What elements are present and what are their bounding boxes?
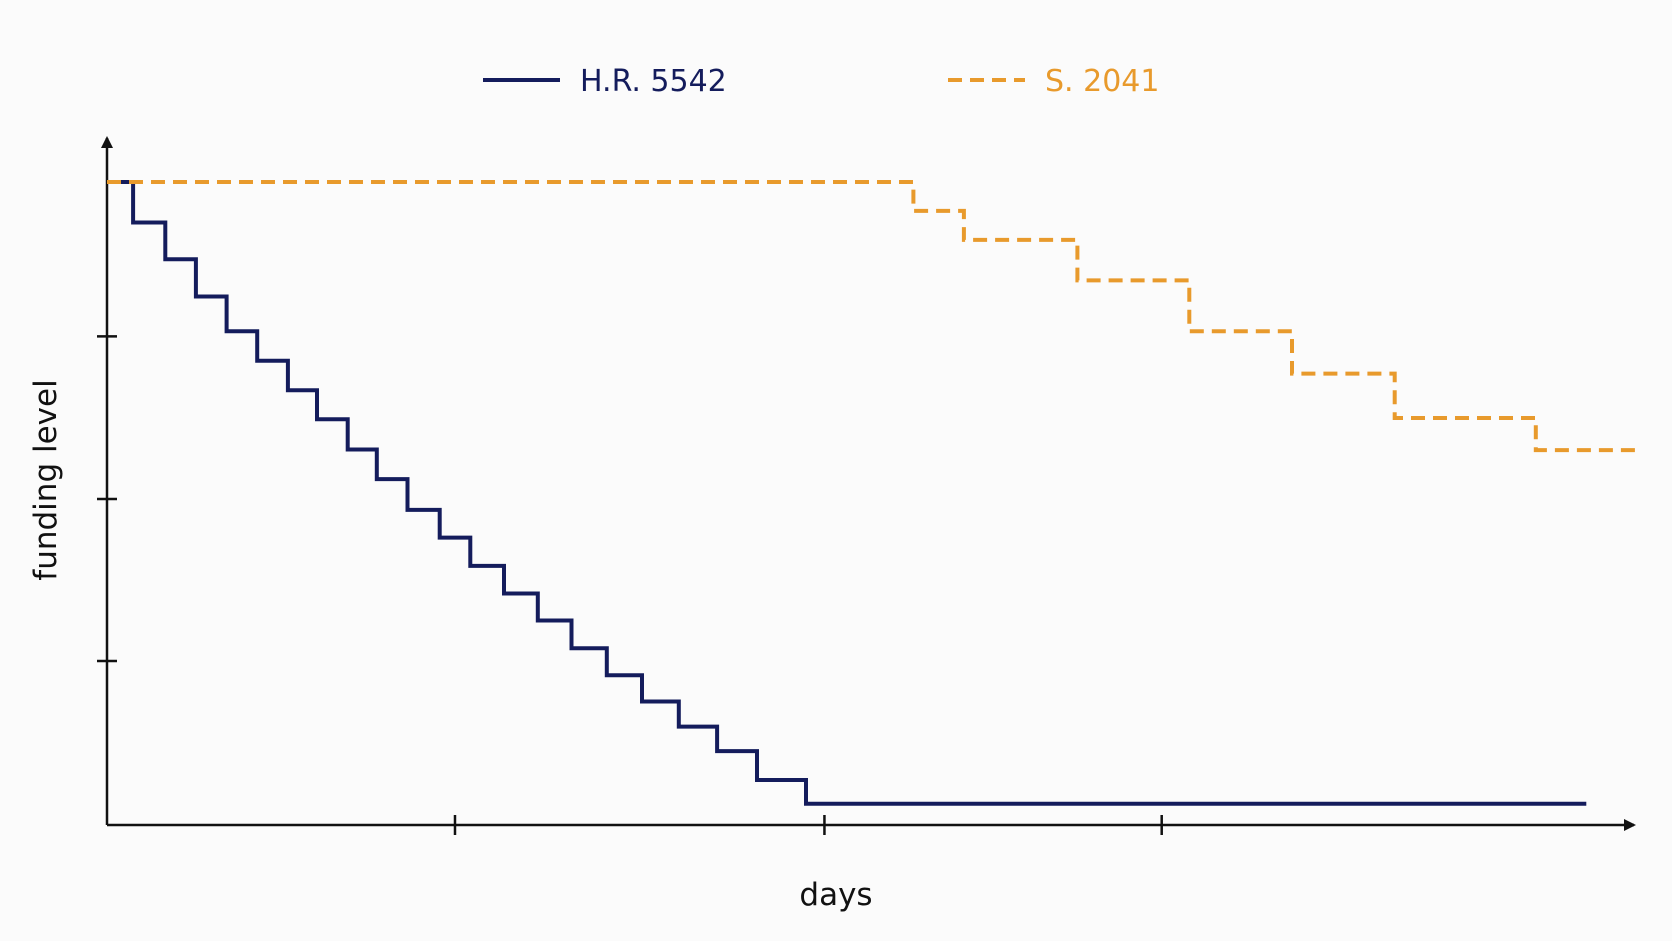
series-line-hr-5542 [107,180,1587,806]
legend-entry-hr-5542: H.R. 5542 [483,64,727,99]
legend-label-hr-5542: H.R. 5542 [580,64,727,99]
legend-label-s-2041: S. 2041 [1045,64,1159,99]
axes [97,136,1636,835]
x-ticks [453,815,1163,835]
plot-area [107,180,1640,806]
y-axis-label: funding level [28,379,64,580]
legend: H.R. 5542 S. 2041 [483,64,1159,99]
x-axis-label: days [799,877,872,913]
legend-entry-s-2041: S. 2041 [948,64,1159,99]
series-line-s-2041 [107,180,1640,453]
y-ticks [97,335,117,663]
